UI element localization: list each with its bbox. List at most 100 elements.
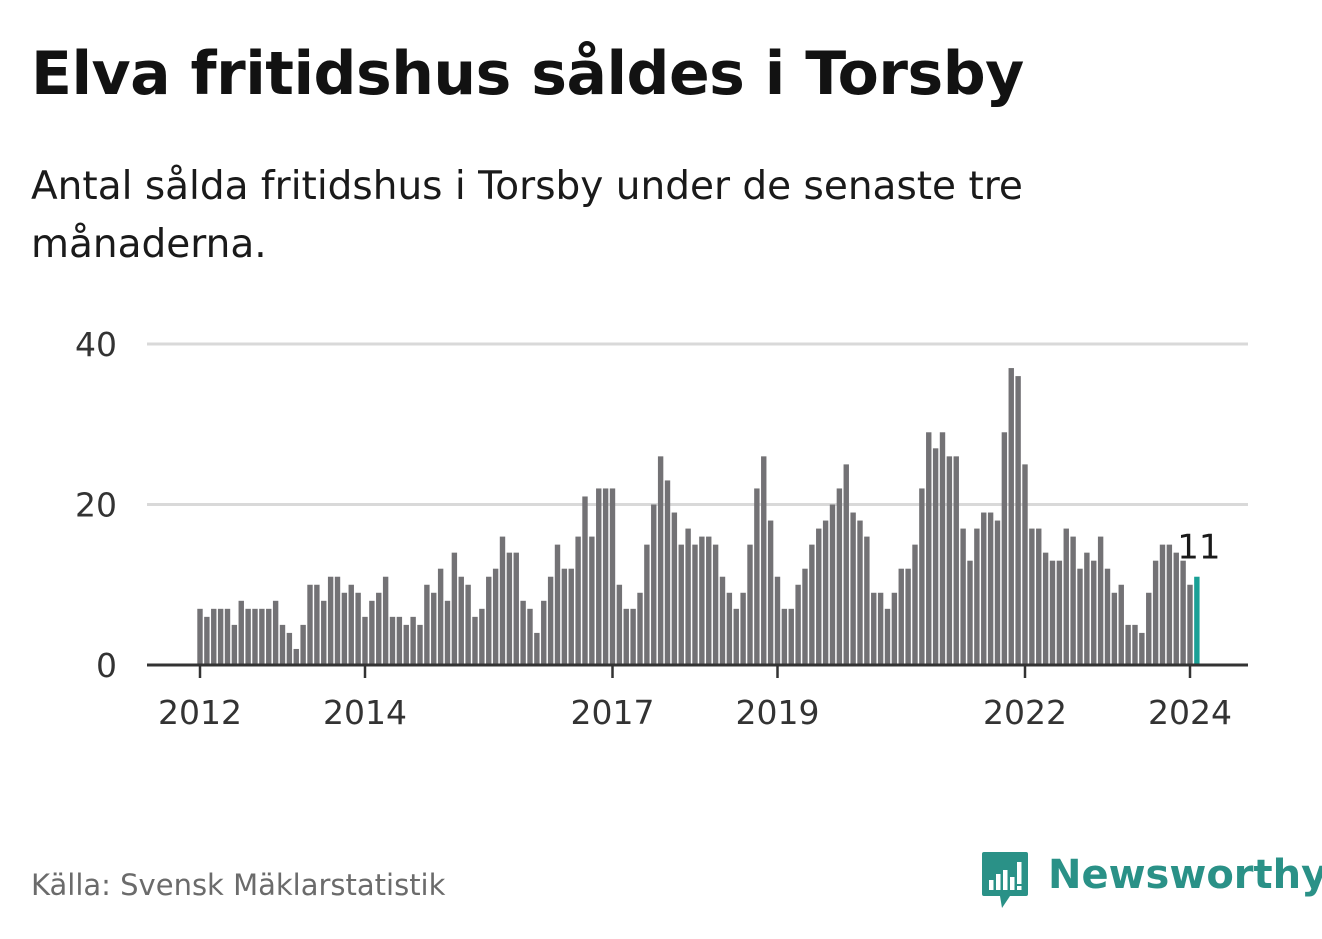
bar [781,608,788,665]
bar [596,488,602,665]
bar [348,584,354,665]
bar-chart: 0 20 40 2012 2014 2017 2019 2022 2024 11 [75,325,1248,732]
bar [403,624,409,666]
bar [486,576,492,665]
x-tick-label: 2019 [736,693,820,732]
x-tick-label: 2012 [158,693,242,732]
bar [541,600,547,665]
y-tick-label: 40 [75,325,117,364]
bar [1015,376,1021,665]
bar [369,600,375,665]
bar [602,488,609,665]
bar [733,608,739,665]
bar [1180,560,1186,665]
bar [637,592,643,665]
bar [987,512,994,665]
bar [1091,560,1097,665]
x-tick-label: 2017 [571,693,655,732]
bar [877,592,884,665]
bar [1104,568,1111,665]
bar [706,536,712,665]
bar [506,552,513,665]
brand-name: Newsworthy [1048,852,1322,898]
bar [712,544,719,666]
bar [211,608,217,665]
bar [726,592,733,665]
bar [1056,560,1063,665]
bar [671,512,678,665]
bar [534,632,540,665]
bar [238,600,244,665]
bar [279,624,286,666]
bar [1146,592,1152,665]
bar [1125,624,1131,666]
bar-highlight [1194,576,1200,665]
bar [589,536,595,665]
bar [444,600,451,665]
bar [795,584,801,665]
bar [492,568,499,665]
bar [217,608,224,665]
bar [864,536,870,665]
bar [362,616,368,665]
bar [960,528,966,665]
bar [1063,528,1069,665]
bar [898,568,904,665]
bar [245,608,251,665]
bar [623,608,629,665]
gridlines [147,342,1248,506]
bar [926,432,932,665]
bar [802,568,808,665]
bar [204,616,210,665]
bar [843,464,849,666]
bar [1173,552,1179,665]
newsworthy-logo[interactable]: Newsworthy [980,850,1322,912]
bar [905,568,911,665]
bar [1152,560,1159,665]
bar [321,600,327,665]
bar [1029,528,1035,665]
bar [1159,544,1166,666]
bar [231,624,238,666]
bar [932,448,939,665]
bar [1097,536,1104,665]
bar [266,608,272,665]
bar [1166,544,1173,666]
bar [451,552,458,665]
bar [424,584,430,665]
bar [314,584,320,665]
bar [740,592,746,665]
bar [761,456,767,665]
bar [286,632,293,665]
y-tick-label: 0 [96,646,117,685]
bar [1049,560,1056,665]
bar [1187,584,1193,665]
y-tick-label: 20 [75,486,117,525]
bar [197,608,203,665]
bar [513,552,519,665]
bar [527,608,533,665]
bar [1008,368,1014,665]
bar [939,432,946,665]
x-tick-label: 2022 [983,693,1067,732]
bar [651,504,657,665]
bar [382,576,389,665]
bar [953,456,959,665]
bar [719,576,726,665]
bar [974,528,980,665]
bar [1036,528,1042,665]
bar [774,576,781,665]
bar [678,544,684,666]
bar [355,592,361,665]
bar [1084,552,1090,665]
bar [630,608,636,665]
bar [1042,552,1049,665]
bar [582,496,588,665]
bar [327,576,334,665]
bar [981,512,987,665]
bar [644,544,650,666]
bar [616,584,623,665]
bar [307,584,313,665]
bar [334,576,341,665]
bar [252,608,258,665]
